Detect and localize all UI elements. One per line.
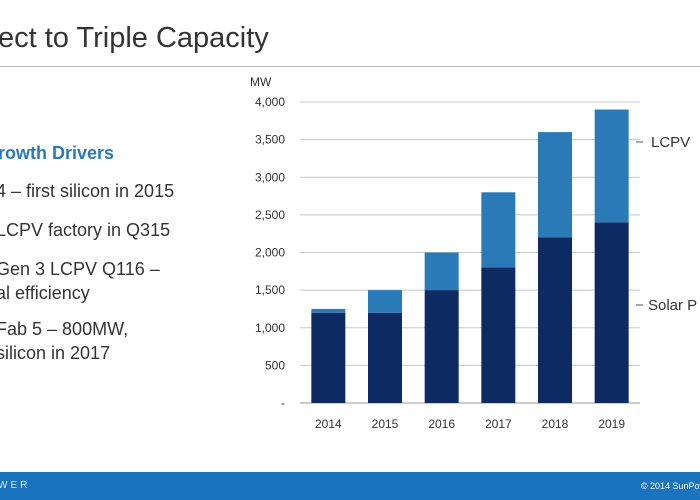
driver-item-3-line-1: Gen 3 LCPV Q116 – <box>0 259 160 279</box>
bar-solar <box>311 312 346 403</box>
capacity-bar-chart: - 500 1,000 1,500 2,000 2,500 3,000 3,500 4,000 M… <box>250 75 697 431</box>
driver-item-2-line-1: LCPV factory in Q315 <box>0 220 171 240</box>
y-tick-label: 2,000 <box>255 246 285 260</box>
bar-lcpv <box>538 132 572 238</box>
driver-item-1-line-1: 4 – first silicon in 2015 <box>0 181 175 201</box>
bar-solar <box>538 237 572 403</box>
y-tick-label: - <box>281 396 285 410</box>
x-tick-label: 2017 <box>485 417 512 431</box>
y-tick-label: 500 <box>265 358 285 372</box>
bar-solar <box>424 290 459 403</box>
driver-item-2: LCPV factory in Q315 <box>0 218 170 242</box>
bar-lcpv <box>481 192 516 268</box>
driver-item-3-line-2: al efficiency <box>0 283 90 303</box>
bar-solar <box>481 267 516 403</box>
x-tick-label: 2014 <box>315 417 342 431</box>
y-tick-label: 1,500 <box>255 283 285 297</box>
slide-title: ect to Triple Capacity <box>0 22 269 54</box>
driver-item-4-line-1: Fab 5 – 800MW, <box>0 319 129 339</box>
x-tick-label: 2018 <box>542 417 569 431</box>
legend-lcpv: LCPV <box>651 134 690 151</box>
title-divider <box>0 66 700 67</box>
footer-logo: WER <box>0 480 31 491</box>
y-unit-label: MW <box>250 75 272 89</box>
y-tick-label: 3,500 <box>255 133 285 147</box>
y-tick-label: 2,500 <box>255 208 285 222</box>
y-tick-label: 3,000 <box>255 170 285 184</box>
bar-lcpv <box>594 109 629 223</box>
y-tick-label: 4,000 <box>255 95 285 109</box>
legend-solar: Solar P <box>648 297 697 314</box>
bar-lcpv <box>424 252 459 291</box>
bar-lcpv <box>368 290 402 313</box>
y-tick-label: 1,000 <box>255 321 285 335</box>
driver-item-4: Fab 5 – 800MW, silicon in 2017 <box>0 317 128 365</box>
footer-bar: WER © 2014 SunPow <box>0 472 700 500</box>
x-tick-label: 2016 <box>428 417 455 431</box>
x-tick-label: 2019 <box>598 417 625 431</box>
growth-drivers-heading: rowth Drivers <box>0 143 115 163</box>
driver-item-3: Gen 3 LCPV Q116 – al efficiency <box>0 257 160 305</box>
driver-item-4-line-2: silicon in 2017 <box>0 343 111 363</box>
bar-solar <box>368 312 402 403</box>
bar-solar <box>594 222 629 403</box>
footer-copyright: © 2014 SunPow <box>640 481 700 491</box>
bar-lcpv <box>311 308 346 313</box>
driver-item-1: 4 – first silicon in 2015 <box>0 179 174 203</box>
x-tick-label: 2015 <box>372 417 399 431</box>
